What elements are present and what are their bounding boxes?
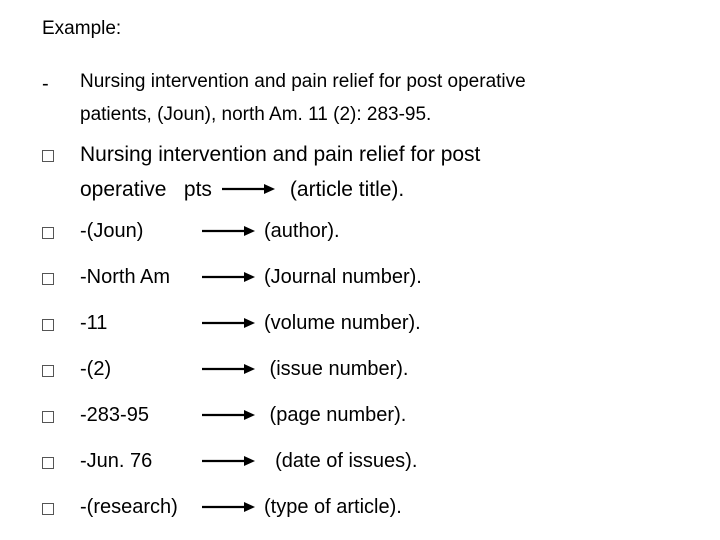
term-label: -Jun. 76 [80, 446, 200, 476]
citation-row: - Nursing intervention and pain relief f… [42, 68, 678, 129]
term-label: -(Joun) [80, 216, 200, 246]
definition-row: -(research) (type of article). [42, 492, 678, 530]
term-label: -11 [80, 308, 200, 338]
arrow-icon [200, 316, 264, 330]
dash-bullet: - [42, 68, 80, 98]
meaning-label: (volume number). [264, 308, 421, 338]
square-bullet [42, 446, 80, 476]
meaning-label: (author). [264, 216, 340, 246]
term-label: -(2) [80, 354, 200, 384]
definition-row: -(2) (issue number). [42, 354, 678, 392]
definition-content: -North Am (Journal number). [80, 262, 678, 300]
square-bullet [42, 354, 80, 384]
meaning-label: (date of issues). [264, 446, 417, 476]
definition-row: -11 (volume number). [42, 308, 678, 346]
article-title-text: Nursing intervention and pain relief for… [80, 139, 678, 206]
meaning-label: (type of article). [264, 492, 402, 522]
arrow-icon [200, 500, 264, 514]
arrow-icon [200, 224, 264, 238]
definition-row: -Jun. 76 (date of issues). [42, 446, 678, 484]
definition-row: -North Am (Journal number). [42, 262, 678, 300]
arrow-icon [200, 270, 264, 284]
definition-row: -(Joun) (author). [42, 216, 678, 254]
article-title-row: Nursing intervention and pain relief for… [42, 139, 678, 206]
definition-content: -283-95 (page number). [80, 400, 678, 438]
arrow-icon [200, 408, 264, 422]
citation-text: Nursing intervention and pain relief for… [80, 68, 678, 129]
title-right: (article title). [290, 174, 404, 207]
citation-line2: patients, (Joun), north Am. 11 (2): 283-… [80, 104, 431, 125]
square-bullet [42, 262, 80, 292]
definition-content: -11 (volume number). [80, 308, 678, 346]
arrow-icon [200, 454, 264, 468]
square-bullet [42, 139, 80, 169]
title-left: operative pts [80, 174, 212, 207]
term-label: -283-95 [80, 400, 200, 430]
definition-content: -Jun. 76 (date of issues). [80, 446, 678, 484]
arrow-icon [220, 174, 276, 207]
title-line1: Nursing intervention and pain relief for… [80, 139, 678, 172]
square-bullet [42, 400, 80, 430]
square-bullet [42, 308, 80, 338]
example-heading: Example: [42, 18, 678, 40]
term-label: -North Am [80, 262, 200, 292]
meaning-label: (page number). [264, 400, 406, 430]
square-bullet [42, 492, 80, 522]
definition-row: -283-95 (page number). [42, 400, 678, 438]
term-label: -(research) [80, 492, 200, 522]
square-bullet [42, 216, 80, 246]
meaning-label: (issue number). [264, 354, 409, 384]
definition-content: -(2) (issue number). [80, 354, 678, 392]
meaning-label: (Journal number). [264, 262, 422, 292]
citation-line1: Nursing intervention and pain relief for… [80, 71, 526, 92]
arrow-icon [200, 362, 264, 376]
definition-content: -(research) (type of article). [80, 492, 678, 530]
definition-content: -(Joun) (author). [80, 216, 678, 254]
